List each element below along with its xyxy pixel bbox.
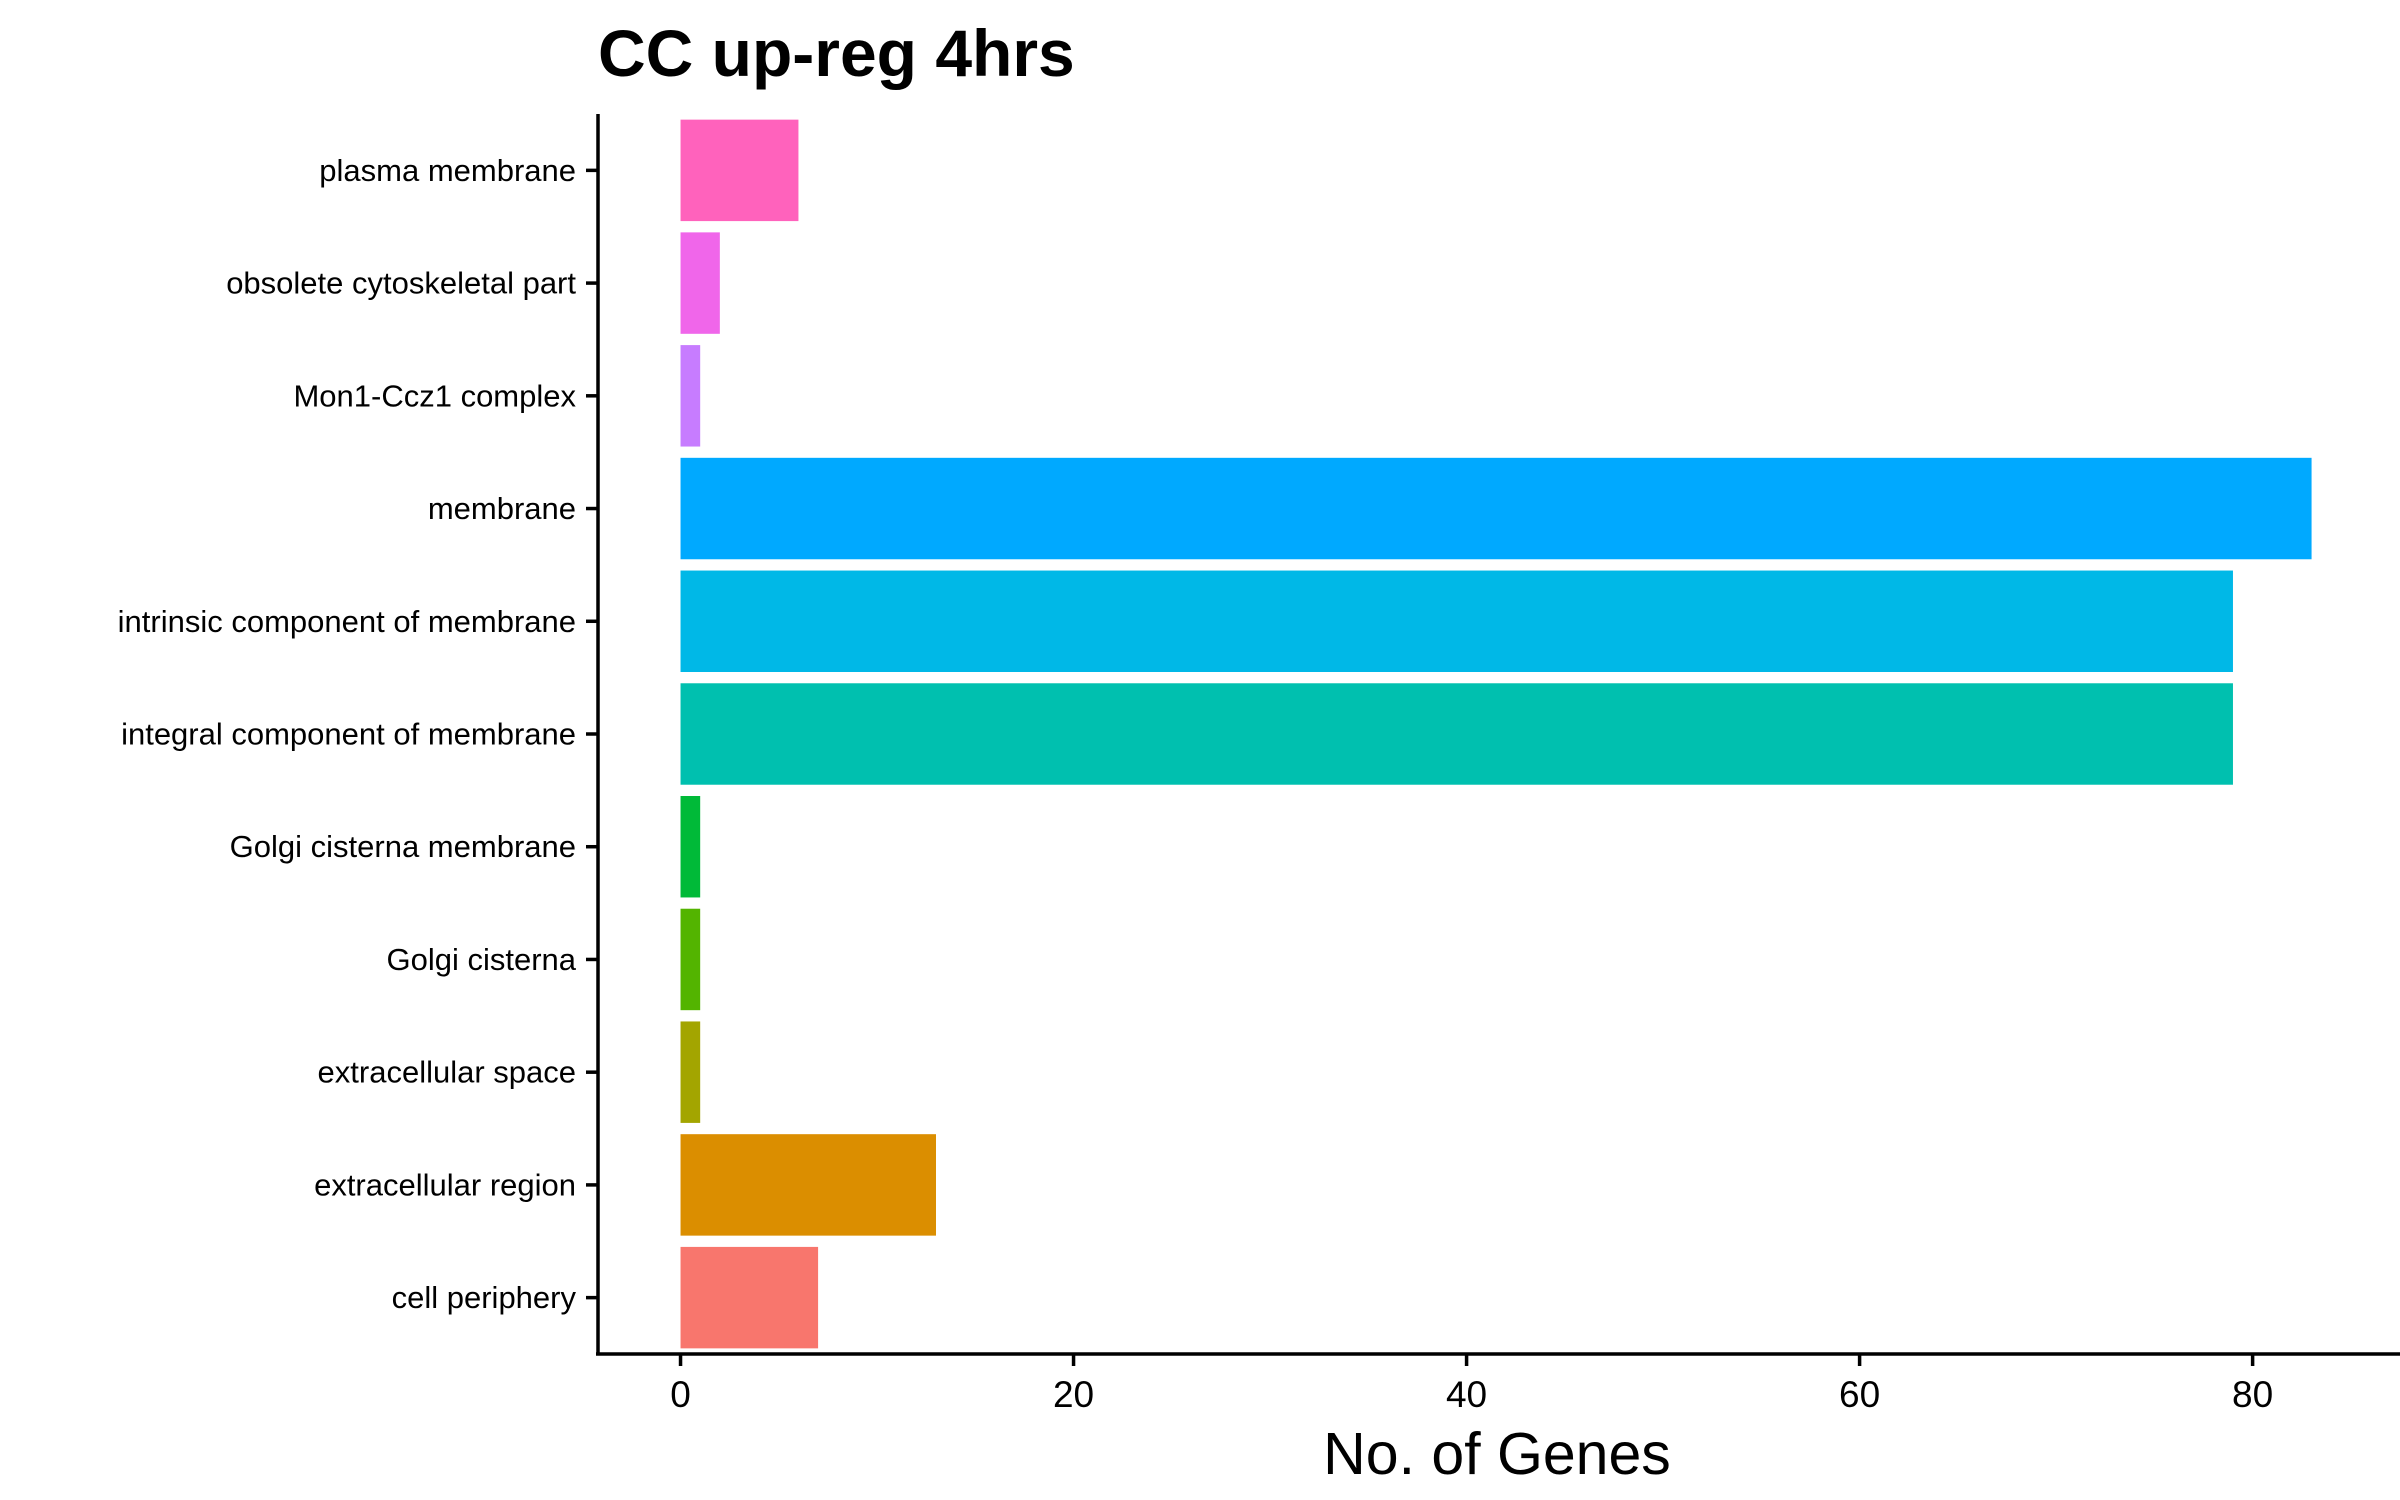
bar	[680, 457, 2312, 560]
bar	[680, 908, 701, 1011]
bar	[680, 683, 2233, 785]
y-tick-label: integral component of membrane	[121, 717, 576, 752]
x-tick-label: 0	[670, 1374, 691, 1415]
y-tick-label: Golgi cisterna	[386, 942, 576, 977]
bar	[680, 1021, 701, 1123]
x-axis-label: No. of Genes	[1323, 1421, 1671, 1487]
bar	[680, 1134, 936, 1236]
bar	[680, 232, 720, 334]
y-axis: plasma membrane obsolete cytoskeletal par…	[118, 114, 600, 1354]
y-tick-label: plasma membrane	[319, 153, 576, 188]
bars-group	[680, 119, 2312, 1349]
x-axis: 0 20 40 60 80	[596, 1352, 2400, 1415]
x-tick-label: 20	[1053, 1374, 1094, 1415]
y-tick-label: intrinsic component of membrane	[118, 604, 576, 639]
y-tick-label: extracellular space	[318, 1055, 576, 1090]
bar	[680, 570, 2233, 672]
bar	[680, 345, 701, 447]
bar	[680, 119, 799, 222]
bar	[680, 1246, 819, 1349]
y-tick-label: membrane	[428, 491, 576, 526]
chart-title: CC up-reg 4hrs	[598, 16, 1075, 90]
y-tick-label: Golgi cisterna membrane	[230, 829, 576, 864]
bar	[680, 796, 701, 898]
x-tick-label: 60	[1839, 1374, 1880, 1415]
x-tick-label: 80	[2232, 1374, 2273, 1415]
y-tick-label: obsolete cytoskeletal part	[226, 266, 576, 301]
y-tick-label: cell periphery	[392, 1280, 577, 1315]
y-tick-label: Mon1-Ccz1 complex	[293, 378, 576, 413]
x-tick-label: 40	[1446, 1374, 1487, 1415]
y-tick-label: extracellular region	[314, 1167, 576, 1202]
